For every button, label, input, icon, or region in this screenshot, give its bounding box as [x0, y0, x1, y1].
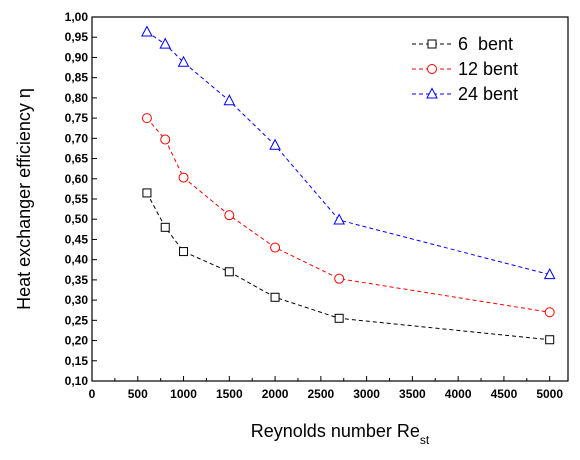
data-point-24-bent: [159, 37, 172, 49]
x-tick-label: 4000: [445, 387, 472, 401]
y-tick-label: 0,90: [65, 50, 89, 64]
y-tick-label: 0,50: [65, 212, 89, 226]
y-tick-label: 0,60: [65, 172, 89, 186]
x-axis-title-main: Reynolds number Re: [251, 421, 420, 441]
y-tick-label: 0,15: [65, 354, 89, 368]
y-tick-label: 0,10: [65, 374, 89, 388]
data-point-6-bent: [179, 247, 189, 257]
data-point-6-bent: [545, 335, 555, 345]
y-tick-label: 0,20: [65, 334, 89, 348]
x-axis-title: Reynolds number Rest: [251, 421, 430, 447]
x-tick-label: 4500: [491, 387, 518, 401]
legend-marker-12-bent: [427, 64, 437, 74]
legend-marker-24-bent: [426, 87, 438, 99]
data-point-24-bent: [543, 268, 556, 280]
y-tick-label: 0,65: [65, 152, 89, 166]
y-tick-label: 0,40: [65, 253, 89, 267]
x-tick-label: 0: [89, 387, 96, 401]
data-point-12-bent: [544, 307, 555, 318]
x-tick-label: 2000: [262, 387, 289, 401]
data-point-6-bent: [334, 313, 344, 323]
data-point-12-bent: [224, 210, 235, 221]
x-tick-label: 3500: [399, 387, 426, 401]
data-point-24-bent: [141, 25, 153, 37]
data-point-12-bent: [178, 172, 189, 183]
y-tick-label: 1,00: [65, 10, 89, 24]
data-point-24-bent: [333, 213, 345, 225]
data-point-12-bent: [270, 242, 281, 253]
y-tick-label: 0,35: [65, 273, 89, 287]
y-tick-label: 0,45: [65, 232, 89, 246]
legend-label-12-bent: 12 bent: [458, 59, 518, 79]
data-point-6-bent: [142, 188, 152, 198]
axes: 0 500 1000 1500 2000 2500 3000 3500 4000 4500 5000…: [14, 10, 563, 447]
x-tick-label: 500: [128, 387, 148, 401]
y-tick-label: 0,70: [65, 131, 89, 145]
data-point-6-bent: [160, 222, 170, 232]
y-tick-label: 0,85: [65, 71, 89, 85]
y-tick-label: 0,30: [65, 293, 89, 307]
x-tick-label: 5000: [536, 387, 563, 401]
y-axis-title: Heat exchanger efficiency η: [14, 88, 34, 310]
y-tick-label: 0,95: [65, 30, 89, 44]
data-point-24-bent: [177, 55, 190, 67]
series-6-bent: [142, 188, 555, 345]
legend: 6 bent 12 bent 24 bent: [412, 34, 518, 104]
data-point-6-bent: [224, 267, 234, 277]
x-axis-title-subscript: st: [420, 433, 430, 447]
legend-label-6-bent: 6 bent: [458, 34, 513, 54]
series-24-bent: [141, 25, 556, 280]
x-tick-label: 3000: [353, 387, 380, 401]
y-tick-label: 0,55: [65, 192, 89, 206]
series-group: [141, 25, 556, 345]
x-tick-label: 2500: [307, 387, 334, 401]
y-tick-label: 0,80: [65, 91, 89, 105]
legend-entry-24-bent: 24 bent: [412, 84, 518, 104]
legend-entry-12-bent: 12 bent: [412, 59, 518, 79]
legend-marker-6-bent: [427, 39, 437, 49]
data-point-6-bent: [270, 292, 280, 302]
data-point-12-bent: [160, 134, 171, 145]
data-point-24-bent: [269, 138, 281, 150]
data-point-12-bent: [334, 273, 345, 284]
series-line-6-bent: [146, 192, 550, 341]
y-tick-label: 0,75: [65, 111, 89, 125]
data-point-24-bent: [223, 94, 236, 106]
series-line-12-bent: [146, 117, 550, 313]
y-tick-label: 0,25: [65, 313, 89, 327]
series-12-bent: [141, 113, 555, 318]
legend-entry-6-bent: 6 bent: [412, 34, 513, 54]
x-tick-label: 1000: [170, 387, 197, 401]
data-point-12-bent: [141, 113, 152, 124]
x-tick-label: 1500: [216, 387, 243, 401]
legend-label-24-bent: 24 bent: [458, 84, 518, 104]
